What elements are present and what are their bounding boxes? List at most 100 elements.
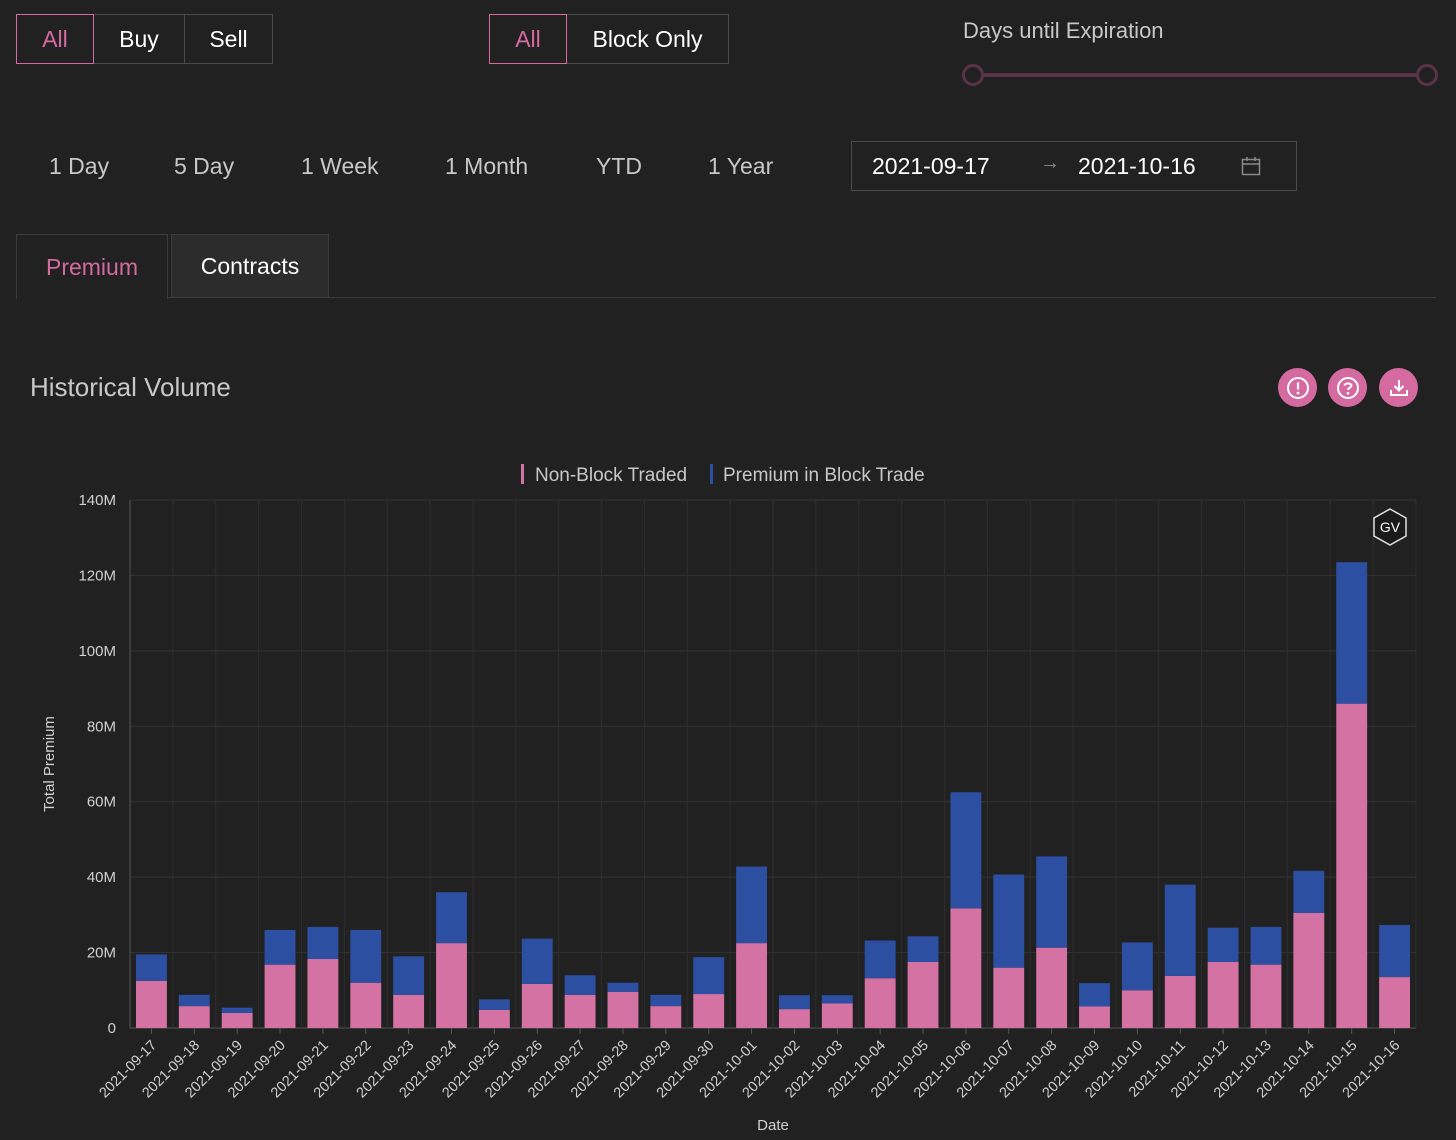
- bar-non-block-traded: [564, 994, 596, 1028]
- bar-non-block-traded: [693, 994, 725, 1028]
- block-filter-block-only[interactable]: Block Only: [566, 14, 729, 64]
- bar-premium-in-block-trade: [136, 954, 167, 981]
- watermark-text: GV: [1380, 519, 1401, 535]
- bar-non-block-traded: [1036, 947, 1068, 1028]
- bar-premium-in-block-trade: [478, 999, 510, 1010]
- bar-premium-in-block-trade: [1079, 983, 1110, 1007]
- y-tick-label: 60M: [87, 794, 116, 811]
- bar-non-block-traded: [864, 978, 896, 1028]
- bar-non-block-traded: [1379, 977, 1410, 1028]
- help-icon: [1336, 376, 1359, 399]
- y-tick-label: 120M: [78, 567, 116, 584]
- bar-non-block-traded: [178, 1006, 210, 1028]
- bar-non-block-traded: [221, 1012, 253, 1028]
- expiration-slider-max-handle[interactable]: [1416, 64, 1438, 86]
- bar-premium-in-block-trade: [1121, 942, 1153, 991]
- date-range-picker[interactable]: 2021-09-17 → 2021-10-16: [851, 141, 1297, 191]
- bar-premium-in-block-trade: [564, 975, 596, 995]
- end-date-input[interactable]: 2021-10-16: [1078, 153, 1196, 179]
- range-5-day-button[interactable]: 5 Day: [174, 153, 235, 179]
- range-1-week-button[interactable]: 1 Week: [301, 153, 379, 179]
- tab-contracts[interactable]: Contracts: [171, 234, 329, 298]
- side-filter-sell[interactable]: Sell: [184, 14, 273, 64]
- range-1-month-button[interactable]: 1 Month: [445, 153, 529, 179]
- range-1-year-button[interactable]: 1 Year: [708, 153, 774, 179]
- chart-grid: [129, 499, 1417, 1029]
- calendar-icon[interactable]: [1241, 156, 1261, 176]
- y-tick-label: 80M: [87, 718, 116, 735]
- bar-non-block-traded: [1079, 1006, 1110, 1028]
- bar-premium-in-block-trade: [221, 1007, 253, 1013]
- bar-non-block-traded: [307, 958, 339, 1028]
- x-axis: 2021-09-172021-09-182021-09-192021-09-20…: [97, 1028, 1403, 1134]
- bar-premium-in-block-trade: [736, 866, 767, 944]
- legend-swatch-non-block: [521, 464, 524, 484]
- bar-non-block-traded: [1121, 990, 1153, 1028]
- bar-premium-in-block-trade: [1164, 884, 1196, 976]
- bar-premium-in-block-trade: [350, 929, 382, 983]
- bar-premium-in-block-trade: [307, 926, 339, 959]
- watermark-logo: GV: [1373, 508, 1407, 546]
- legend-label-non-block: Non-Block Traded: [535, 465, 687, 486]
- bar-premium-in-block-trade: [1207, 927, 1239, 962]
- bar-premium-in-block-trade: [436, 892, 467, 944]
- y-tick-label: 20M: [87, 945, 116, 962]
- y-tick-label: 0: [108, 1020, 116, 1037]
- y-tick-label: 40M: [87, 869, 116, 886]
- bar-non-block-traded: [736, 943, 767, 1028]
- download-icon: [1389, 379, 1408, 396]
- alert-icon: [1286, 376, 1309, 399]
- bar-premium-in-block-trade: [1336, 562, 1368, 704]
- bar-non-block-traded: [1164, 975, 1196, 1028]
- tab-divider: [16, 297, 1436, 298]
- bar-non-block-traded: [1336, 703, 1368, 1028]
- bar-non-block-traded: [136, 980, 167, 1028]
- bar-non-block-traded: [950, 908, 982, 1028]
- side-filter-buy[interactable]: Buy: [93, 14, 185, 64]
- alert-button[interactable]: [1278, 368, 1317, 407]
- bar-non-block-traded: [521, 983, 553, 1028]
- bar-premium-in-block-trade: [1379, 925, 1410, 978]
- y-tick-label: 140M: [78, 492, 116, 509]
- legend-swatch-block: [710, 464, 713, 484]
- chart-legend: Non-Block Traded Premium in Block Trade: [521, 464, 925, 486]
- start-date-input[interactable]: 2021-09-17: [872, 153, 990, 179]
- legend-label-block: Premium in Block Trade: [723, 465, 925, 486]
- arrow-right-icon: →: [1040, 152, 1060, 174]
- expiration-slider-track[interactable]: [973, 73, 1427, 77]
- bar-non-block-traded: [436, 943, 467, 1028]
- bar-non-block-traded: [1293, 912, 1325, 1028]
- bar-premium-in-block-trade: [1293, 870, 1325, 913]
- block-filter-all[interactable]: All: [489, 14, 567, 64]
- bar-non-block-traded: [607, 991, 639, 1028]
- bar-non-block-traded: [779, 1009, 810, 1028]
- bar-premium-in-block-trade: [264, 929, 296, 965]
- chart-bars: [136, 562, 1410, 1028]
- bar-premium-in-block-trade: [1250, 926, 1282, 965]
- bar-premium-in-block-trade: [907, 936, 939, 962]
- expiration-slider-min-handle[interactable]: [962, 64, 984, 86]
- bar-premium-in-block-trade: [864, 940, 896, 979]
- bar-non-block-traded: [478, 1009, 510, 1028]
- bar-non-block-traded: [1207, 962, 1239, 1028]
- bar-premium-in-block-trade: [521, 938, 553, 984]
- y-axis-title: Total Premium: [41, 716, 58, 812]
- tab-premium[interactable]: Premium: [16, 234, 168, 299]
- expiration-slider-label: Days until Expiration: [963, 18, 1164, 43]
- side-filter: All Buy Sell: [16, 14, 273, 64]
- bar-non-block-traded: [264, 964, 296, 1028]
- range-ytd-button[interactable]: YTD: [596, 153, 642, 179]
- side-filter-all[interactable]: All: [16, 14, 94, 64]
- bar-non-block-traded: [821, 1003, 853, 1028]
- download-button[interactable]: [1379, 368, 1418, 407]
- bar-non-block-traded: [350, 982, 382, 1028]
- bar-premium-in-block-trade: [779, 995, 810, 1010]
- range-1-day-button[interactable]: 1 Day: [49, 153, 110, 179]
- bar-premium-in-block-trade: [178, 994, 210, 1007]
- bar-non-block-traded: [393, 994, 425, 1028]
- bar-non-block-traded: [650, 1006, 682, 1028]
- bar-non-block-traded: [1250, 964, 1282, 1028]
- bar-premium-in-block-trade: [821, 995, 853, 1004]
- help-button[interactable]: [1328, 368, 1367, 407]
- bar-non-block-traded: [907, 962, 939, 1028]
